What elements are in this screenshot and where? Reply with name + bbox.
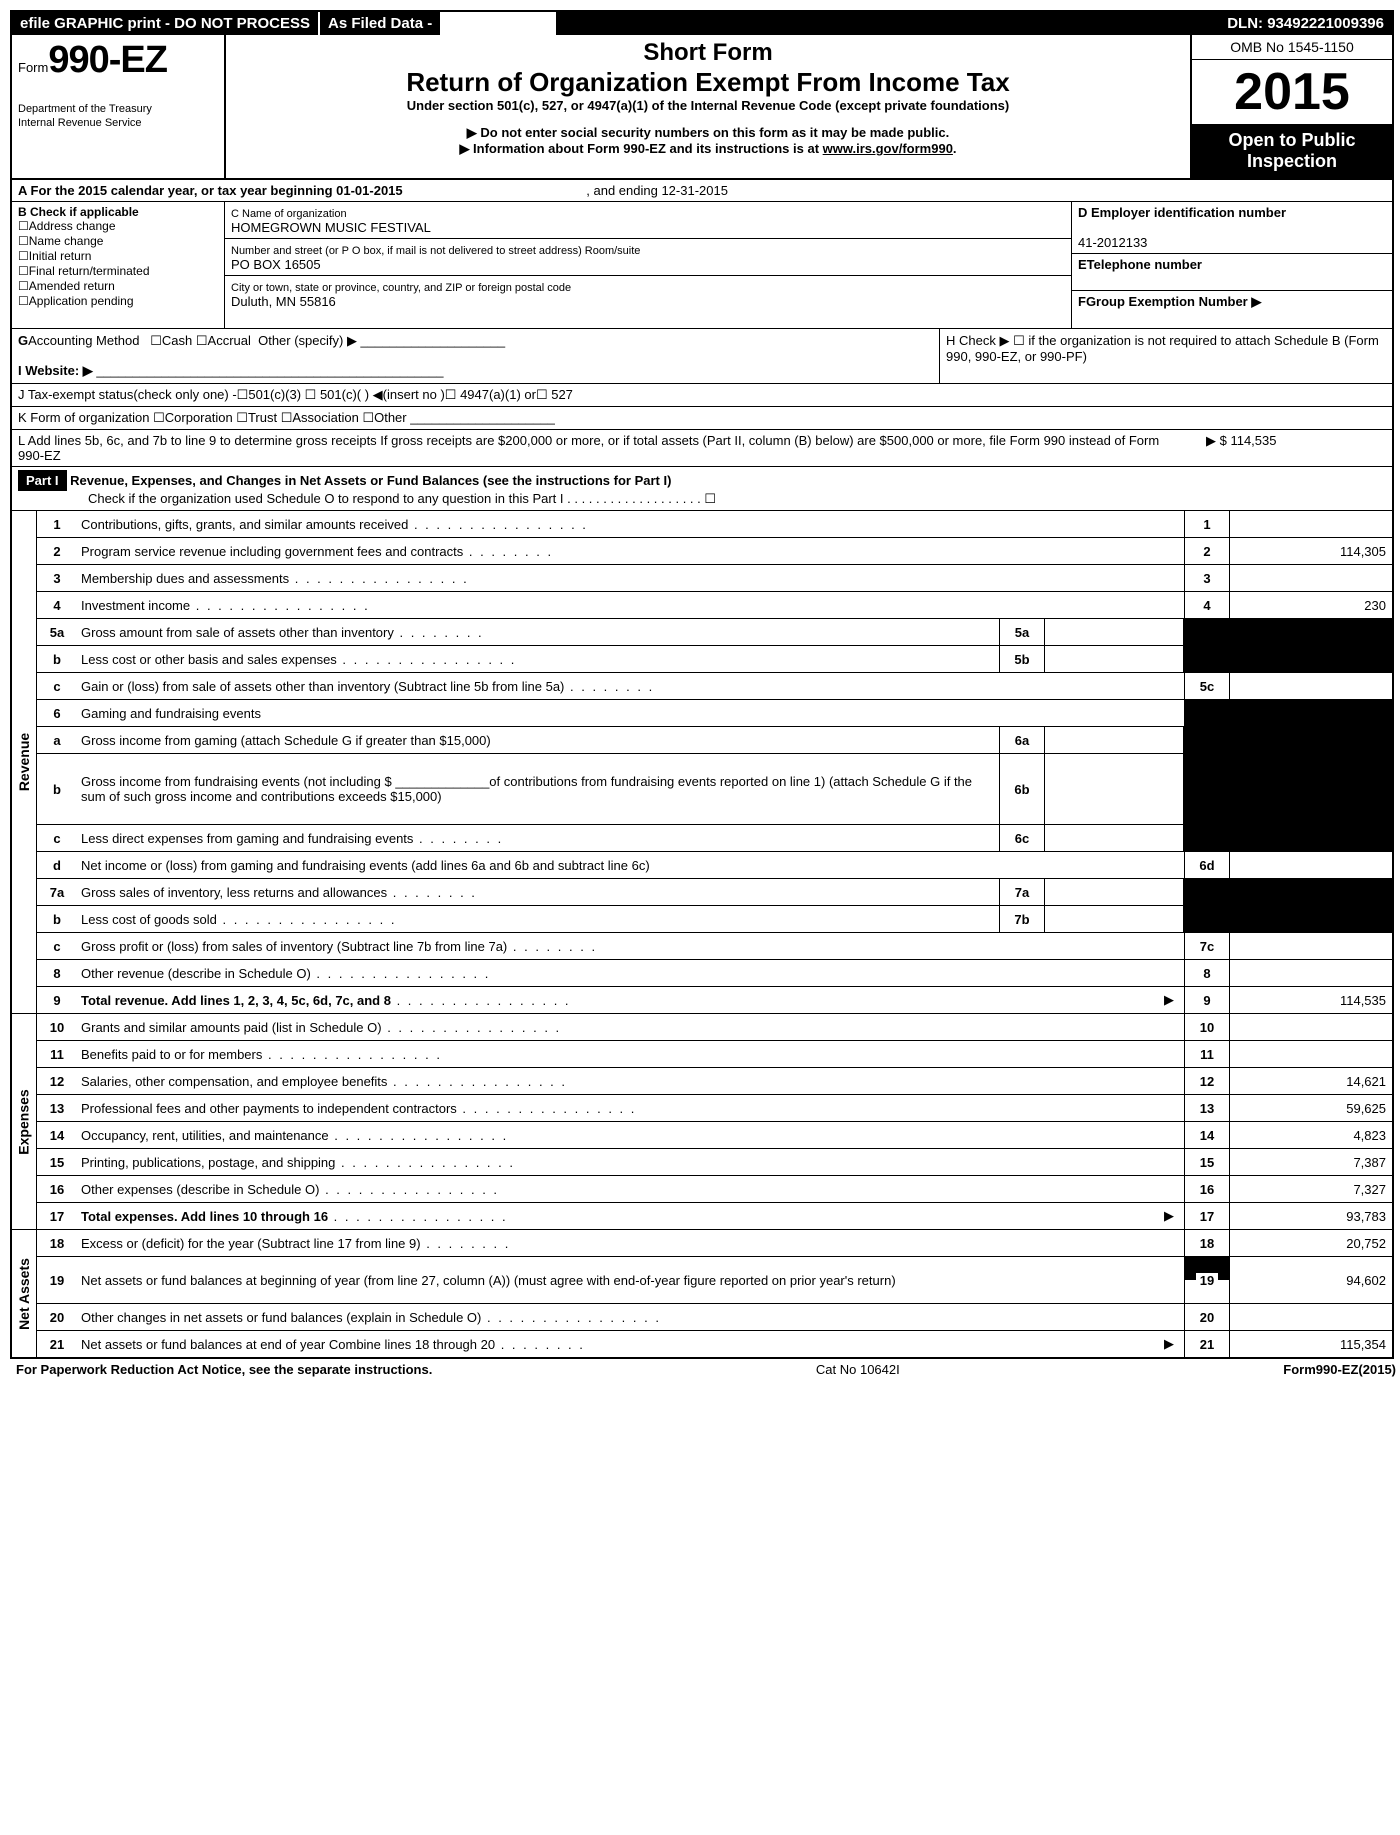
total-expenses: 93,783 bbox=[1229, 1203, 1392, 1229]
net-assets-label: Net Assets bbox=[16, 1258, 32, 1330]
dept-treasury: Department of the Treasury bbox=[18, 102, 218, 116]
telephone-label: ETelephone number bbox=[1078, 257, 1202, 272]
accounting-method: Accounting Method ☐Cash ☐Accrual Other (… bbox=[28, 333, 505, 348]
line13-value: 59,625 bbox=[1229, 1095, 1392, 1121]
form-number: 990-EZ bbox=[48, 39, 167, 81]
form-prefix: Form bbox=[18, 60, 48, 75]
org-street: PO BOX 16505 bbox=[231, 257, 321, 272]
row-gh: GAccounting Method ☐Cash ☐Accrual Other … bbox=[12, 329, 1392, 384]
irs-link[interactable]: www.irs.gov/form990 bbox=[823, 141, 953, 156]
warning-ssn: ▶ Do not enter social security numbers o… bbox=[236, 125, 1180, 141]
line18-value: 20,752 bbox=[1229, 1230, 1392, 1256]
line14-value: 4,823 bbox=[1229, 1122, 1392, 1148]
total-revenue: 114,535 bbox=[1229, 987, 1392, 1013]
open-to-public: Open to Public Inspection bbox=[1192, 124, 1392, 178]
line15-value: 7,387 bbox=[1229, 1149, 1392, 1175]
revenue-label: Revenue bbox=[16, 733, 32, 791]
part1-header: Part I Revenue, Expenses, and Changes in… bbox=[12, 467, 1392, 511]
form-footer: For Paperwork Reduction Act Notice, see … bbox=[10, 1359, 1400, 1380]
box-b: B Check if applicable ☐Address change ☐N… bbox=[12, 202, 225, 328]
row-l: L Add lines 5b, 6c, and 7b to line 9 to … bbox=[12, 430, 1392, 467]
row-k: K Form of organization ☐Corporation ☐Tru… bbox=[12, 407, 1392, 430]
org-city: Duluth, MN 55816 bbox=[231, 294, 336, 309]
revenue-section: Revenue 1Contributions, gifts, grants, a… bbox=[12, 511, 1392, 1014]
website-label: I Website: ▶ bbox=[18, 363, 93, 378]
box-c: C Name of organization HOMEGROWN MUSIC F… bbox=[225, 202, 1071, 328]
box-h: H Check ▶ ☐ if the organization is not r… bbox=[939, 329, 1392, 383]
efile-notice: efile GRAPHIC print - DO NOT PROCESS bbox=[12, 12, 318, 35]
form-990ez: efile GRAPHIC print - DO NOT PROCESS As … bbox=[10, 10, 1394, 1359]
section-bcd: B Check if applicable ☐Address change ☐N… bbox=[12, 202, 1392, 329]
dept-irs: Internal Revenue Service bbox=[18, 116, 218, 130]
line16-value: 7,327 bbox=[1229, 1176, 1392, 1202]
line2-value: 114,305 bbox=[1229, 538, 1392, 564]
ein: 41-2012133 bbox=[1078, 235, 1147, 250]
line4-value: 230 bbox=[1229, 592, 1392, 618]
form-header: Form990-EZ Department of the Treasury In… bbox=[12, 35, 1392, 180]
row-j: J Tax-exempt status(check only one) -☐50… bbox=[12, 384, 1392, 407]
gross-receipts-amount: ▶ $ 114,535 bbox=[1186, 433, 1386, 463]
row-a-tax-year: A For the 2015 calendar year, or tax yea… bbox=[12, 180, 1392, 202]
line21-value: 115,354 bbox=[1229, 1331, 1392, 1357]
org-name: HOMEGROWN MUSIC FESTIVAL bbox=[231, 220, 431, 235]
line19-value: 94,602 bbox=[1229, 1257, 1392, 1303]
as-filed: As Filed Data - bbox=[320, 12, 440, 35]
top-bar: efile GRAPHIC print - DO NOT PROCESS As … bbox=[12, 12, 1392, 35]
title-short-form: Short Form bbox=[236, 39, 1180, 67]
net-assets-section: Net Assets 18Excess or (deficit) for the… bbox=[12, 1230, 1392, 1357]
dln: DLN: 93492221009396 bbox=[1219, 12, 1392, 35]
group-exemption-label: FGroup Exemption Number ▶ bbox=[1078, 294, 1261, 309]
omb-number: OMB No 1545-1150 bbox=[1192, 35, 1392, 60]
expenses-section: Expenses 10Grants and similar amounts pa… bbox=[12, 1014, 1392, 1230]
form-version: Form990-EZ(2015) bbox=[1283, 1362, 1396, 1377]
line12-value: 14,621 bbox=[1229, 1068, 1392, 1094]
paperwork-notice: For Paperwork Reduction Act Notice, see … bbox=[16, 1362, 432, 1377]
title-return: Return of Organization Exempt From Incom… bbox=[236, 67, 1180, 98]
subtitle: Under section 501(c), 527, or 4947(a)(1)… bbox=[236, 98, 1180, 113]
expenses-label: Expenses bbox=[16, 1089, 32, 1154]
cat-no: Cat No 10642I bbox=[432, 1362, 1283, 1377]
tax-year: 2015 bbox=[1192, 60, 1392, 124]
box-d: D Employer identification number 41-2012… bbox=[1071, 202, 1392, 328]
warning-info: ▶ Information about Form 990-EZ and its … bbox=[236, 141, 1180, 157]
